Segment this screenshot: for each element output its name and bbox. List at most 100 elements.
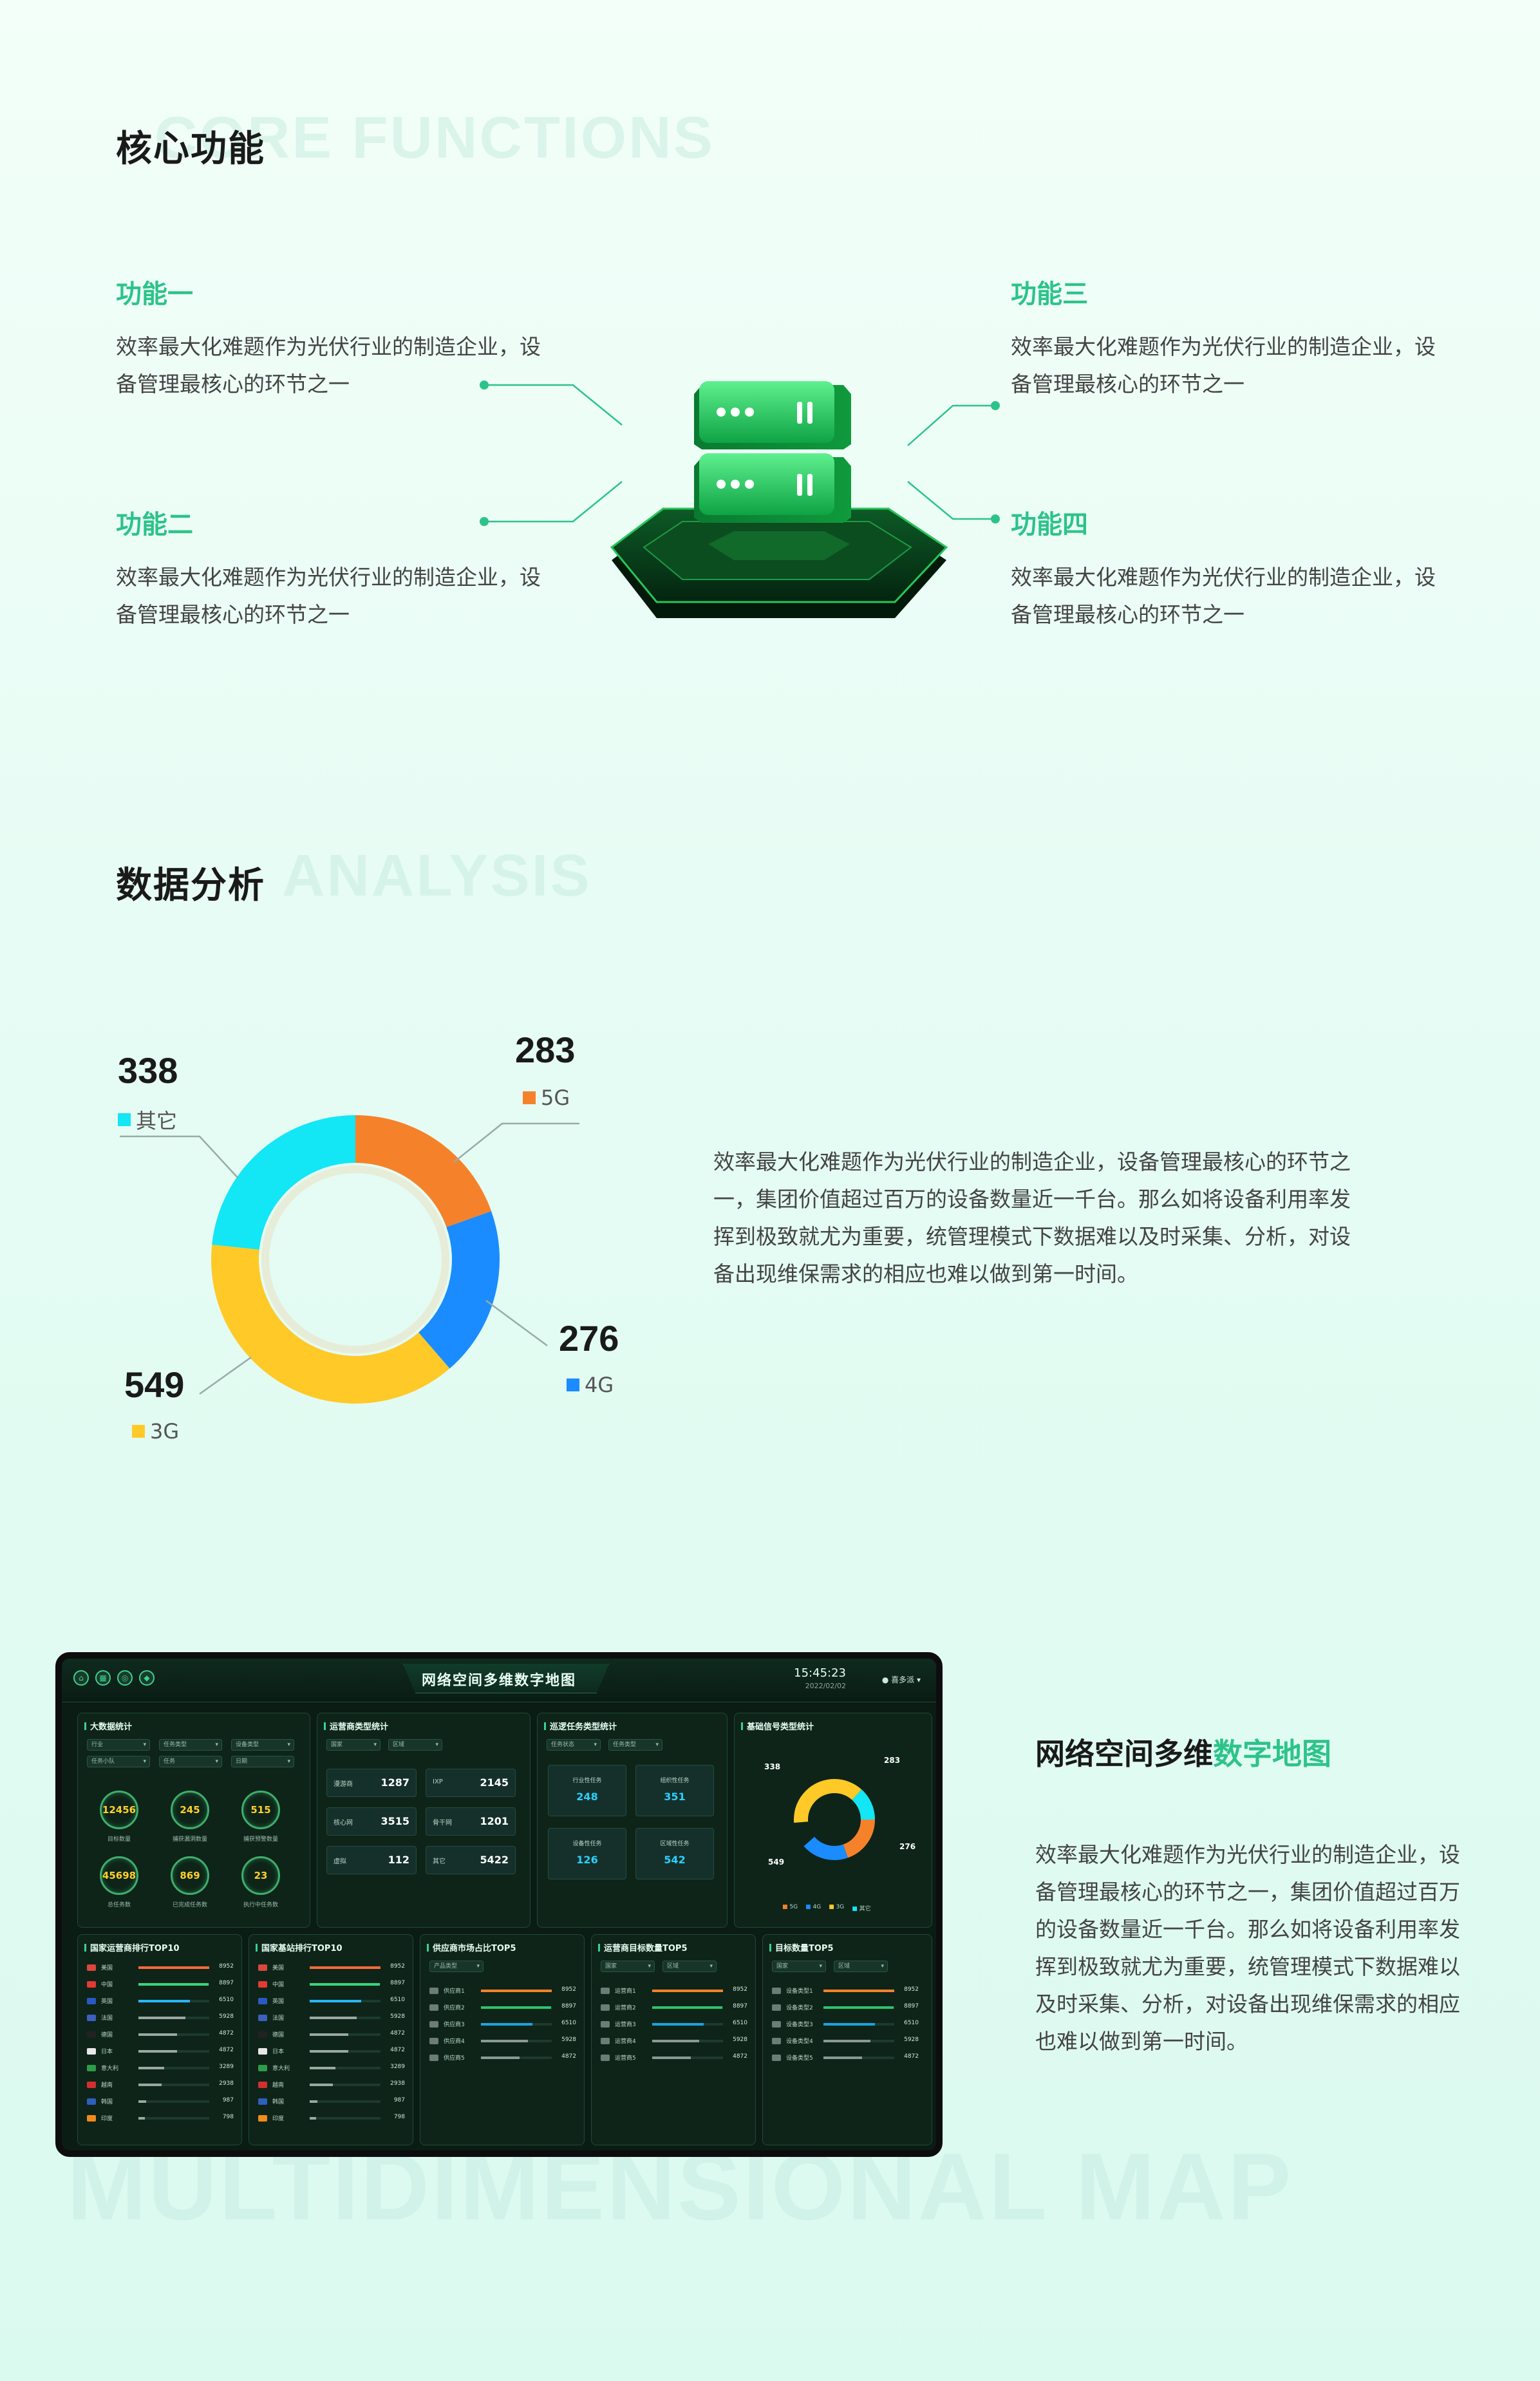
- list-item: 运营商3 6510: [601, 2019, 747, 2030]
- select-patrol-type[interactable]: 任务类型: [608, 1739, 662, 1751]
- tile-org-task-value: 351: [664, 1791, 686, 1803]
- list-item-name: 韩国: [101, 2099, 113, 2105]
- feature-1-title: 功能一: [116, 279, 193, 309]
- tile-org-task: 组织性任务 351: [635, 1765, 714, 1816]
- list-item-name: 意大利: [101, 2066, 119, 2072]
- rank-icon: [601, 1988, 610, 1994]
- grid-icon[interactable]: ▦: [95, 1670, 111, 1686]
- list-item-bar-track: [310, 2033, 380, 2036]
- list-item-bar: [138, 2000, 190, 2002]
- section3-title: 网络空间多维数字地图: [1035, 1731, 1331, 1773]
- flag-icon: [87, 2015, 96, 2021]
- tile-region-task-label: 区域性任务: [660, 1841, 690, 1847]
- list-item-bar: [823, 2040, 870, 2042]
- list-item-bar-track: [823, 1990, 894, 1992]
- feature-3-title: 功能三: [1011, 279, 1088, 309]
- list-item-value: 8897: [733, 2003, 747, 2009]
- list-item-value: 4872: [219, 2030, 234, 2037]
- list-item-bar: [823, 2056, 862, 2059]
- list-item-bar-track: [310, 1983, 380, 1986]
- list-item-value: 5928: [219, 2013, 234, 2020]
- rank-icon: [429, 1988, 438, 1994]
- user-menu[interactable]: ● 喜多派 ▾: [882, 1674, 921, 1685]
- select-op-country[interactable]: 国家: [601, 1961, 655, 1972]
- select-industry[interactable]: 行业: [87, 1739, 150, 1751]
- flag-icon: [258, 2115, 267, 2122]
- select-country[interactable]: 国家: [326, 1739, 380, 1751]
- globe-icon[interactable]: ◎: [117, 1670, 133, 1686]
- list-item-name: 印度: [272, 2116, 285, 2122]
- home-icon[interactable]: ⌂: [73, 1670, 89, 1686]
- rank-icon: [601, 2038, 610, 2044]
- list-item-bar-track: [138, 2117, 209, 2120]
- stat-core-label: 核心网: [333, 1820, 353, 1827]
- shield-icon[interactable]: ◆: [139, 1670, 155, 1686]
- select-task[interactable]: 任务: [159, 1756, 222, 1767]
- flag-icon: [87, 2031, 96, 2038]
- select-op-region[interactable]: 区域: [662, 1961, 717, 1972]
- list-item: 供应商3 6510: [429, 2019, 576, 2030]
- panel-op-target-title: 运营商目标数量TOP5: [598, 1941, 688, 1953]
- list-item-value: 8897: [390, 1980, 405, 1986]
- flag-icon: [258, 1964, 267, 1971]
- ring-done-tasks-label: 已完成任务数: [172, 1902, 207, 1908]
- list-item-name: 日本: [272, 2049, 285, 2055]
- list-item-value: 798: [393, 2114, 405, 2120]
- list-item-name: 供应商1: [444, 1988, 465, 1995]
- list-item-bar: [481, 2040, 528, 2042]
- list-item-value: 8897: [904, 2003, 919, 2009]
- dashboard-header: ⌂ ▦ ◎ ◆ 网络空间多维数字地图 15:45:23 2022/02/02 ●…: [62, 1659, 936, 1702]
- select-task-status[interactable]: 任务状态: [547, 1739, 601, 1751]
- list-item-name: 运营商3: [615, 2022, 636, 2028]
- dashboard-date: 2022/02/02: [805, 1682, 846, 1690]
- stat-ixp-label: IXP: [433, 1778, 443, 1785]
- list-item-bar: [652, 2040, 699, 2042]
- list-item-name: 英国: [272, 1999, 285, 2005]
- mini-legend-4g-label: 4G: [812, 1904, 822, 1910]
- select-target-region[interactable]: 区域: [834, 1961, 888, 1972]
- list-item-bar: [310, 2084, 333, 2086]
- mini-label-c: 276: [899, 1842, 916, 1851]
- list-item-value: 6510: [561, 2020, 576, 2026]
- flag-icon: [87, 2098, 96, 2105]
- list-item-bar: [138, 2117, 145, 2120]
- select-product-type[interactable]: 产品类型: [429, 1961, 484, 1972]
- section2-title: 数据分析: [116, 865, 265, 907]
- flag-icon: [258, 2098, 267, 2105]
- select-date[interactable]: 日期: [231, 1756, 294, 1767]
- select-device-type[interactable]: 设备类型: [231, 1739, 294, 1751]
- list-item-bar: [481, 2023, 532, 2026]
- donut-label-3g: 3G: [132, 1419, 179, 1444]
- select-task-type[interactable]: 任务类型: [159, 1739, 222, 1751]
- stat-ixp-value: 2145: [480, 1776, 509, 1789]
- list-item: 供应商4 5928: [429, 2035, 576, 2047]
- select-target-country[interactable]: 国家: [772, 1961, 826, 1972]
- list-item: 英国 6510: [87, 1995, 234, 2007]
- list-item-name: 意大利: [272, 2066, 290, 2072]
- rank-icon: [772, 2004, 781, 2011]
- select-region[interactable]: 区域: [388, 1739, 442, 1751]
- ring-alert-count-label: 捕获预警数量: [243, 1836, 278, 1843]
- tile-device-task-value: 126: [576, 1854, 598, 1866]
- select-task-team[interactable]: 任务小队: [87, 1756, 150, 1767]
- list-item: 供应商5 4872: [429, 2052, 576, 2064]
- tile-org-task-label: 组织性任务: [660, 1778, 690, 1784]
- panel-country-base-title: 国家基站排行TOP10: [256, 1941, 343, 1953]
- list-item-bar-track: [138, 2017, 209, 2019]
- list-item-bar-track: [310, 1966, 380, 1969]
- analysis-description: 效率最大化难题作为光伏行业的制造企业，设备管理最核心的环节之一，集团价值超过百万…: [713, 1149, 1351, 1286]
- list-item-name: 运营商2: [615, 2005, 636, 2011]
- rank-icon: [772, 2055, 781, 2061]
- user-icon: ●: [881, 1675, 892, 1684]
- list-item-value: 4872: [390, 2030, 405, 2037]
- list-item-name: 设备类型5: [786, 2055, 813, 2062]
- tile-industry-task: 行业性任务 248: [548, 1765, 626, 1816]
- list-item-bar: [310, 2100, 318, 2103]
- panel-operator: 运营商类型统计 国家 区域 漫游商 1287 IXP 2145 核心网 3515 骨干…: [317, 1713, 531, 1928]
- tile-device-task-label: 设备性任务: [572, 1841, 602, 1847]
- feature-2-desc: 效率最大化难题作为光伏行业的制造企业，设备管理最核心的环节之一: [116, 565, 541, 627]
- list-item-bar: [652, 2006, 723, 2009]
- user-name: 喜多派: [891, 1675, 915, 1684]
- list-item-name: 美国: [101, 1965, 113, 1972]
- stat-roaming: 漫游商 1287: [326, 1769, 417, 1797]
